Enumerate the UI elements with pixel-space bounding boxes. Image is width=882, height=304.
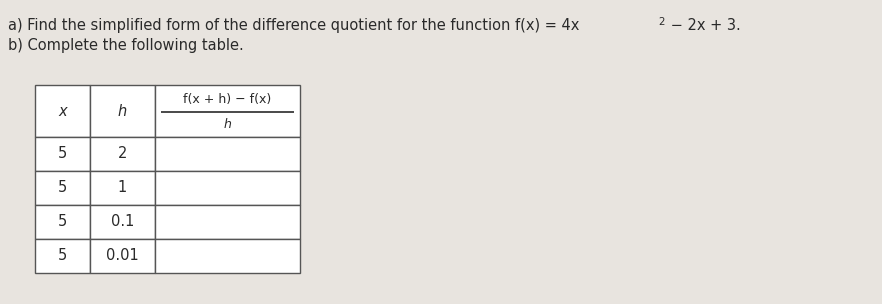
Bar xyxy=(155,171,300,205)
Text: 2: 2 xyxy=(118,147,127,161)
Bar xyxy=(90,171,155,205)
Bar xyxy=(155,85,300,137)
Text: 5: 5 xyxy=(58,181,67,195)
Text: x: x xyxy=(58,103,67,119)
Text: h: h xyxy=(223,118,231,131)
Text: 5: 5 xyxy=(58,147,67,161)
Bar xyxy=(90,137,155,171)
Bar xyxy=(90,205,155,239)
Bar xyxy=(35,239,90,273)
Bar xyxy=(90,85,155,137)
Text: − 2x + 3.: − 2x + 3. xyxy=(666,18,741,33)
Bar xyxy=(35,137,90,171)
Bar xyxy=(155,137,300,171)
Text: 1: 1 xyxy=(118,181,127,195)
Bar xyxy=(35,85,90,137)
Text: 5: 5 xyxy=(58,248,67,264)
Bar xyxy=(90,239,155,273)
Bar xyxy=(155,205,300,239)
Bar xyxy=(155,239,300,273)
Text: b) Complete the following table.: b) Complete the following table. xyxy=(8,38,243,53)
Text: f(x + h) − f(x): f(x + h) − f(x) xyxy=(183,92,272,105)
Bar xyxy=(35,171,90,205)
Text: h: h xyxy=(118,103,127,119)
Text: 0.01: 0.01 xyxy=(106,248,138,264)
Text: 2: 2 xyxy=(658,17,664,27)
Text: 5: 5 xyxy=(58,215,67,230)
Bar xyxy=(35,205,90,239)
Text: 0.1: 0.1 xyxy=(111,215,134,230)
Text: a) Find the simplified form of the difference quotient for the function f(x) = 4: a) Find the simplified form of the diffe… xyxy=(8,18,579,33)
